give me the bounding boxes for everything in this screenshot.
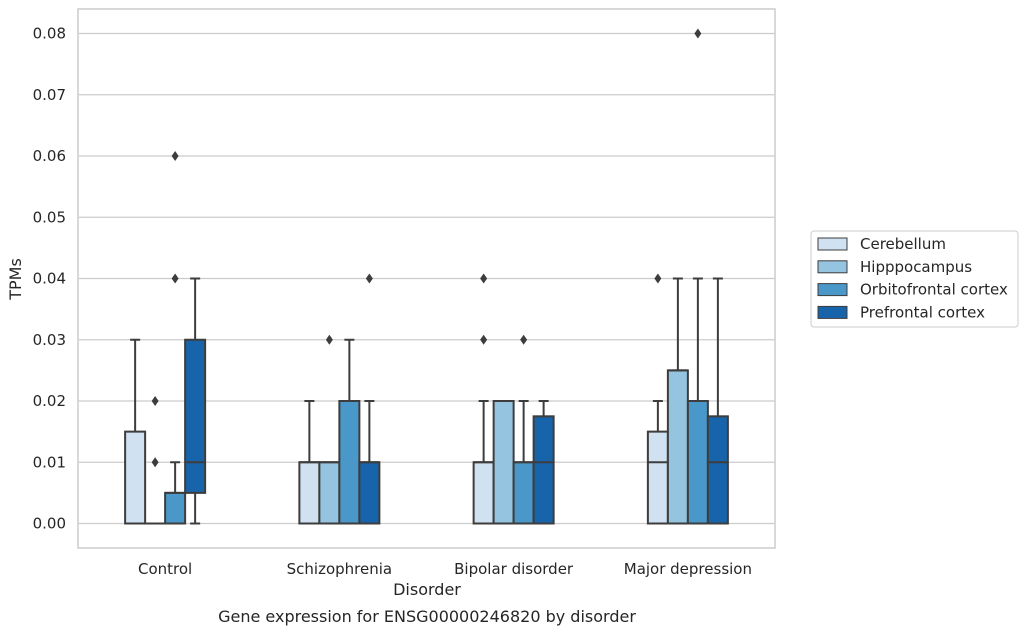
- legend-swatch: [817, 260, 848, 274]
- x-axis-ticks: Control Schizophrenia Bipolar disorder Majo…: [138, 560, 752, 578]
- box-hipppocampus: [666, 277, 689, 525]
- y-tick-label: 0.06: [33, 147, 66, 165]
- plot-frame: [77, 8, 776, 549]
- box-body: [686, 400, 709, 525]
- legend-entry-label: Cerebellum: [860, 235, 946, 253]
- y-axis-label: TPMs: [6, 258, 25, 301]
- box-body: [124, 430, 147, 525]
- box-body: [184, 338, 207, 494]
- y-tick-label: 0.03: [33, 331, 66, 349]
- legend-swatch: [817, 283, 848, 297]
- box-body: [164, 491, 187, 525]
- box-orbitofrontal-cortex: [686, 28, 709, 525]
- legend-swatch: [817, 237, 848, 251]
- box-cerebellum: [646, 273, 669, 525]
- outlier-point: [365, 273, 373, 284]
- box-orbitofrontal-cortex: [338, 338, 361, 525]
- y-tick-label: 0.07: [33, 86, 66, 104]
- legend-entry-label: Orbitofrontal cortex: [860, 281, 1008, 299]
- box-body: [706, 415, 729, 525]
- box-orbitofrontal-cortex: [164, 151, 187, 525]
- box-body: [318, 461, 341, 525]
- box-body: [472, 461, 495, 525]
- y-axis-ticks: 0.00 0.01 0.02 0.03 0.04 0.05 0.06 0.07 0.08: [33, 25, 66, 533]
- box-body: [532, 415, 555, 525]
- outlier-point: [325, 334, 333, 345]
- y-tick-label: 0.00: [33, 515, 66, 533]
- outlier-point: [694, 28, 702, 39]
- box-prefrontal-cortex: [358, 273, 381, 525]
- y-tick-label: 0.01: [33, 453, 66, 471]
- box-body: [666, 369, 689, 525]
- y-tick-label: 0.02: [33, 392, 66, 410]
- legend: Cerebellum Hipppocampus Orbitofrontal cort…: [810, 230, 1019, 328]
- outlier-point: [480, 273, 488, 284]
- x-tick-label: Bipolar disorder: [454, 560, 574, 578]
- box-body: [512, 461, 535, 525]
- chart-caption: Gene expression for ENSG00000246820 by d…: [218, 607, 636, 626]
- box-body: [492, 400, 515, 525]
- box-prefrontal-cortex: [532, 400, 555, 525]
- x-tick-label: Control: [138, 560, 192, 578]
- legend-swatch: [817, 305, 848, 319]
- box-body: [358, 461, 381, 525]
- y-tick-label: 0.04: [33, 270, 66, 288]
- box-cerebellum: [124, 338, 147, 525]
- outlier-point: [171, 151, 179, 161]
- legend-frame: [810, 230, 1019, 328]
- y-tick-label: 0.05: [33, 208, 66, 226]
- outlier-point: [171, 273, 179, 284]
- outlier-point: [151, 396, 159, 406]
- box-orbitofrontal-cortex: [512, 334, 535, 525]
- x-tick-label: Schizophrenia: [287, 560, 392, 578]
- x-tick-label: Major depression: [624, 560, 752, 578]
- box-plot-area: [124, 28, 729, 525]
- box-hipppocampus: [318, 334, 341, 525]
- box-prefrontal-cortex: [706, 277, 729, 525]
- box-cerebellum: [298, 400, 321, 525]
- y-tick-label: 0.08: [33, 25, 66, 43]
- outlier-point: [151, 457, 159, 468]
- outlier-point: [520, 334, 528, 345]
- x-axis-label: Disorder: [393, 580, 461, 599]
- outlier-point: [480, 334, 488, 345]
- box-hipppocampus: [144, 396, 167, 525]
- box-body: [646, 430, 669, 525]
- box-cerebellum: [472, 273, 495, 525]
- box-prefrontal-cortex: [184, 277, 207, 525]
- box-body: [338, 400, 361, 525]
- legend-entry-label: Hipppocampus: [860, 258, 972, 276]
- box-hipppocampus: [492, 400, 515, 525]
- legend-entry-label: Prefrontal cortex: [860, 303, 985, 321]
- outlier-point: [654, 273, 662, 284]
- box-body: [298, 461, 321, 525]
